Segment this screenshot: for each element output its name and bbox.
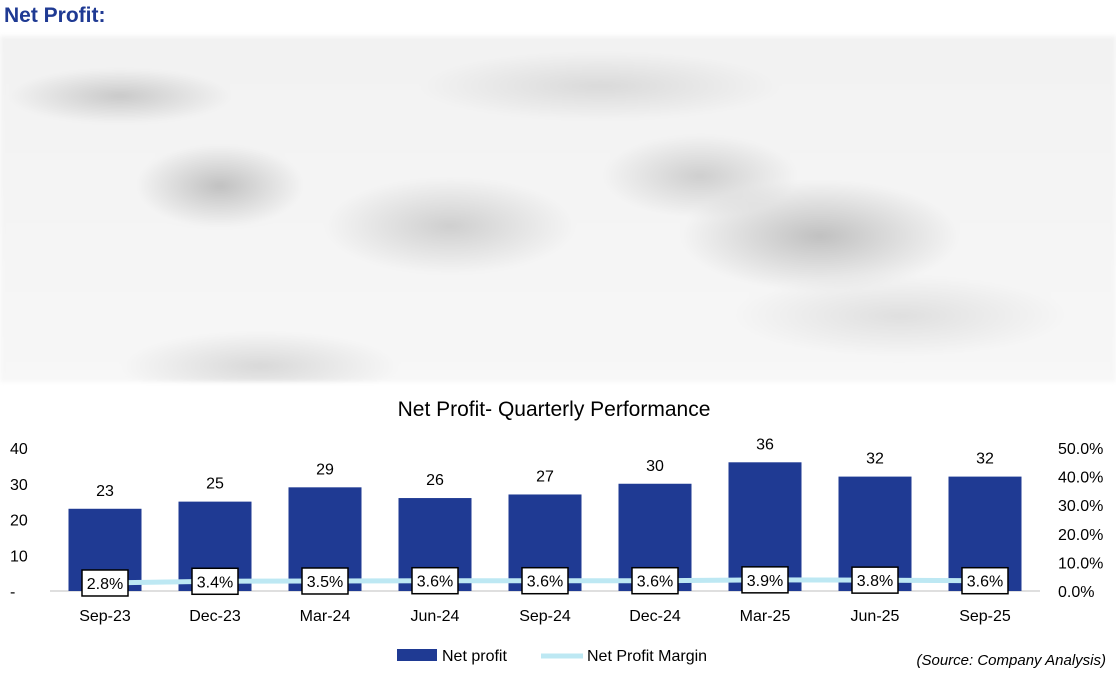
right-axis-tick-label: 10.0% bbox=[1058, 555, 1103, 572]
margin-value-label: 3.6% bbox=[637, 574, 673, 591]
x-axis-tick-label: Dec-23 bbox=[189, 608, 241, 625]
margin-label-box bbox=[631, 566, 679, 595]
legend-swatch-net-profit bbox=[397, 649, 437, 661]
left-axis-tick-label: - bbox=[10, 584, 15, 601]
margin-label-box bbox=[961, 566, 1009, 595]
margin-value-label: 3.9% bbox=[747, 573, 783, 590]
bar-value-label: 25 bbox=[206, 476, 224, 493]
legend-label-net-profit-margin: Net Profit Margin bbox=[587, 648, 707, 665]
margin-value-label: 3.6% bbox=[527, 574, 563, 591]
margin-label-box bbox=[521, 566, 569, 595]
x-axis-tick-label: Mar-25 bbox=[740, 608, 791, 625]
right-axis-tick-label: 20.0% bbox=[1058, 527, 1103, 544]
margin-value-label: 3.4% bbox=[197, 574, 233, 591]
margin-value-label: 2.8% bbox=[87, 576, 123, 593]
x-axis-tick-label: Jun-25 bbox=[851, 608, 900, 625]
bar-value-label: 27 bbox=[536, 468, 554, 485]
x-axis-tick-label: Mar-24 bbox=[300, 608, 351, 625]
bar-value-label: 30 bbox=[646, 458, 664, 475]
bar-value-label: 32 bbox=[976, 451, 994, 468]
bar-value-label: 23 bbox=[96, 483, 114, 500]
bar-value-label: 29 bbox=[316, 461, 334, 478]
left-axis-tick-label: 30 bbox=[10, 477, 28, 494]
margin-value-label: 3.6% bbox=[417, 574, 453, 591]
margin-label-box bbox=[741, 566, 789, 594]
source-note: (Source: Company Analysis) bbox=[916, 652, 1106, 669]
margin-value-label: 3.6% bbox=[967, 574, 1003, 591]
bar-value-label: 36 bbox=[756, 436, 774, 453]
net-profit-chart: Net Profit- Quarterly Performance - 10 20 30… bbox=[10, 398, 1103, 665]
right-axis-tick-label: 50.0% bbox=[1058, 441, 1103, 458]
x-axis-tick-label: Sep-25 bbox=[959, 608, 1011, 625]
x-axis-tick-label: Sep-23 bbox=[79, 608, 131, 625]
left-axis-tick-label: 10 bbox=[10, 548, 28, 565]
left-axis-tick-label: 20 bbox=[10, 513, 28, 530]
margin-value-label: 3.5% bbox=[307, 574, 343, 591]
bar-value-label: 26 bbox=[426, 472, 444, 489]
x-axis-tick-label: Jun-24 bbox=[411, 608, 460, 625]
margin-label-box bbox=[411, 566, 459, 595]
margin-label-box bbox=[851, 566, 899, 594]
chart-title: Net Profit- Quarterly Performance bbox=[398, 398, 711, 421]
margin-label-box bbox=[301, 567, 349, 595]
margin-label-box bbox=[191, 567, 239, 596]
right-axis-tick-label: 40.0% bbox=[1058, 470, 1103, 487]
left-axis-tick-label: 40 bbox=[10, 441, 28, 458]
right-axis-tick-label: 30.0% bbox=[1058, 498, 1103, 515]
blurred-content-area bbox=[0, 36, 1116, 382]
legend-label-net-profit: Net profit bbox=[442, 648, 507, 665]
x-axis-tick-label: Dec-24 bbox=[629, 608, 681, 625]
section-heading: Net Profit: bbox=[4, 4, 106, 27]
bar-value-label: 32 bbox=[866, 451, 884, 468]
margin-label-box bbox=[81, 569, 129, 597]
right-axis-tick-label: 0.0% bbox=[1058, 584, 1094, 601]
margin-value-label: 3.8% bbox=[857, 573, 893, 590]
x-axis-tick-label: Sep-24 bbox=[519, 608, 571, 625]
